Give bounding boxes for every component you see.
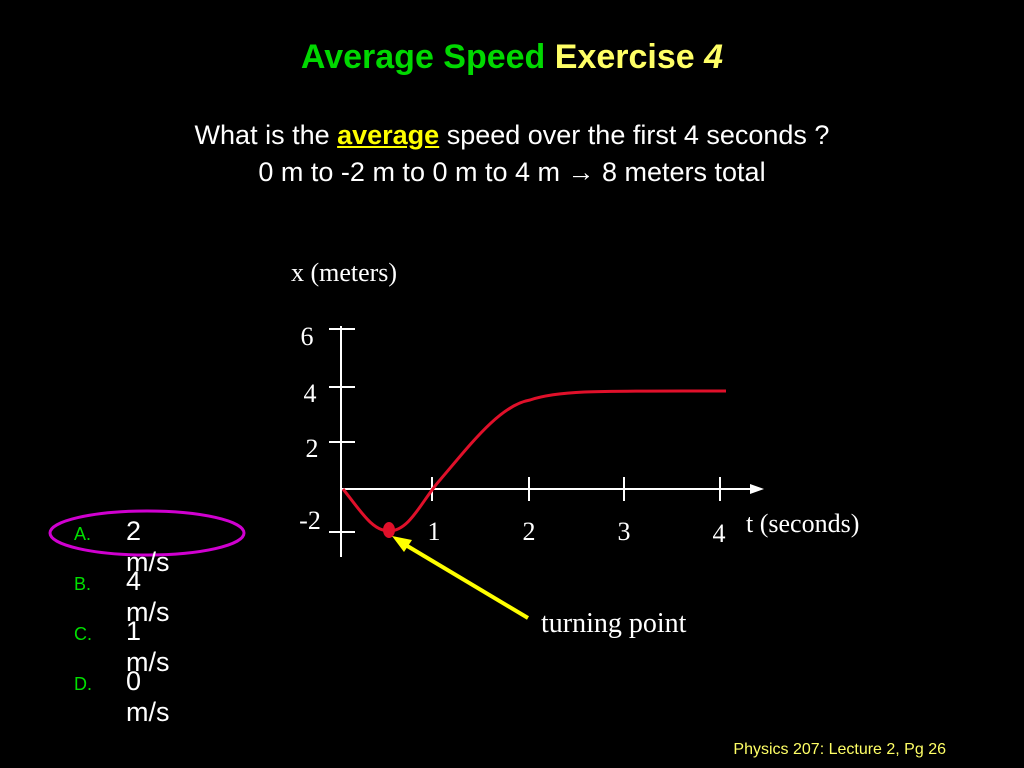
y-tick-label: 4: [304, 379, 317, 408]
question-line-2: 0 m to -2 m to 0 m to 4 m → 8 meters tot…: [0, 157, 1024, 188]
x-tick-label: 4: [713, 519, 726, 548]
slide-footer: Physics 207: Lecture 2, Pg 26: [733, 741, 946, 758]
question-emphasis: average: [337, 120, 440, 150]
turning-point-label: turning point: [541, 608, 687, 639]
answer-value: 1 m/s: [126, 616, 170, 677]
answer-letter: A.: [74, 524, 92, 544]
title-part-2: Exercise: [554, 38, 705, 76]
y-tick-label: 2: [306, 434, 319, 463]
x-axis-arrowhead: [750, 484, 764, 494]
answer-value: 0 m/s: [126, 666, 170, 727]
x-tick-label: 1: [428, 517, 441, 546]
x-axis-label: t (seconds): [746, 509, 859, 538]
turning-point-marker: [383, 522, 395, 538]
answer-letter: C.: [74, 624, 92, 644]
y-axis-label: x (meters): [291, 258, 397, 287]
answer-letter: B.: [74, 574, 92, 594]
x-tick-label: 2: [523, 517, 536, 546]
question-prefix: What is the: [194, 120, 338, 150]
title-part-1: Average Speed: [300, 38, 555, 76]
answer-letter: D.: [74, 674, 92, 694]
turning-point-arrow: [402, 542, 530, 620]
question-line-1: What is the average speed over the first…: [0, 120, 1024, 151]
right-arrow-icon: →: [567, 157, 595, 187]
answer-value: 4 m/s: [126, 566, 170, 627]
question-suffix: speed over the first 4 seconds ?: [439, 120, 830, 150]
y-tick-label: -2: [299, 506, 321, 535]
y-tick-label: 6: [301, 322, 314, 351]
selected-answer-circle: [48, 509, 246, 557]
arrowhead-icon: [392, 536, 412, 552]
slide-title: Average Speed Exercise 4: [0, 38, 1024, 77]
distance-total: 8 meters total: [594, 157, 766, 187]
title-part-3: 4: [704, 38, 724, 76]
position-curve: [341, 389, 727, 533]
distance-path: 0 m to -2 m to 0 m to 4 m: [258, 157, 568, 187]
x-tick-label: 3: [618, 517, 631, 546]
answer-value: 2 m/s: [126, 516, 170, 577]
